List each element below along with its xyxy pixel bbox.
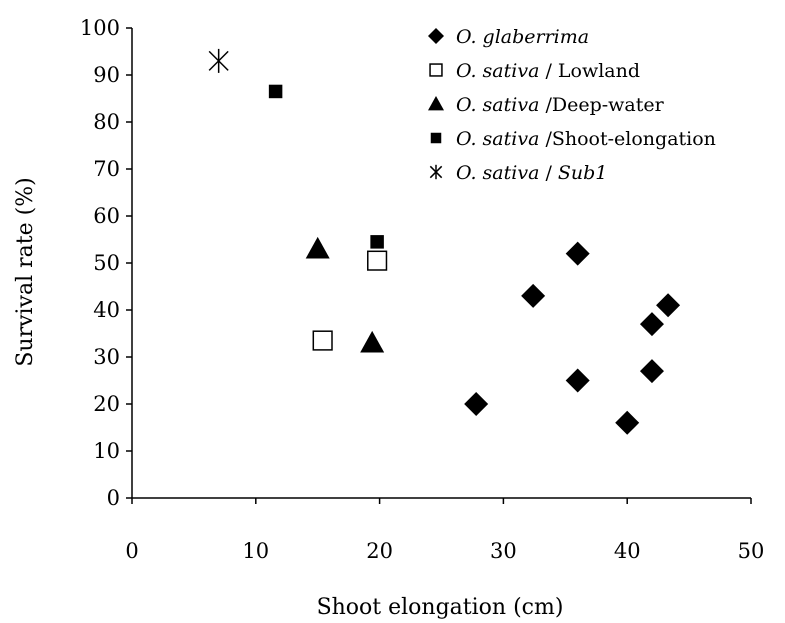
y-tick-label: 90: [93, 63, 120, 87]
data-point-diamond: [615, 410, 640, 435]
data-point-diamond: [639, 312, 664, 337]
legend-entry-label: O. glaberrima: [456, 26, 589, 48]
legend-marker-triangle: [428, 96, 444, 111]
data-point-diamond: [656, 293, 681, 318]
x-tick-label: 30: [490, 539, 517, 563]
legend-entry-label: O. sativa /Shoot-elongation: [456, 128, 716, 150]
x-tick-label: 50: [738, 539, 765, 563]
data-point-diamond: [464, 392, 489, 416]
data-point-triangle: [360, 330, 385, 353]
data-point-open-square: [312, 330, 333, 351]
x-tick-label: 0: [125, 539, 138, 563]
y-tick-label: 100: [80, 16, 120, 40]
legend-entry-label: O. sativa / Sub1: [456, 162, 607, 184]
legend-entry-label: O. sativa /Deep-water: [456, 94, 665, 116]
y-tick-label: 70: [93, 157, 120, 181]
data-points: [208, 48, 681, 435]
y-tick-label: 80: [93, 110, 120, 134]
legend: O. glaberrima O. sativa / Lowland O. sativ…: [428, 26, 716, 184]
data-point-filled-square: [268, 84, 283, 99]
y-axis-title: Survival rate (%): [13, 177, 38, 366]
data-point-diamond: [565, 241, 590, 266]
y-tick-label: 20: [93, 392, 120, 416]
data-point-diamond: [639, 359, 664, 384]
data-point-open-square: [367, 250, 388, 271]
legend-marker-asterisk: [429, 164, 443, 180]
y-axis-ticks: 0 10 20 30 40 50 60 70 80 90 100: [80, 16, 132, 510]
y-tick-label: 40: [93, 298, 120, 322]
legend-marker-diamond: [428, 28, 444, 44]
y-tick-label: 50: [93, 251, 120, 275]
x-tick-label: 10: [242, 539, 269, 563]
y-tick-label: 0: [107, 486, 120, 510]
data-point-filled-square: [370, 235, 384, 249]
x-tick-label: 40: [614, 539, 641, 563]
y-tick-label: 10: [93, 439, 120, 463]
x-axis-ticks: 0 10 20 30 40 50: [125, 498, 764, 563]
x-tick-label: 20: [366, 539, 393, 563]
legend-marker-filled-square: [430, 132, 442, 144]
y-tick-label: 60: [93, 204, 120, 228]
x-axis-title: Shoot elongation (cm): [317, 595, 564, 620]
data-point-diamond: [565, 368, 590, 393]
y-tick-label: 30: [93, 345, 120, 369]
legend-entry-label: O. sativa / Lowland: [456, 60, 640, 82]
data-point-triangle: [305, 236, 330, 259]
data-point-diamond: [521, 283, 546, 308]
legend-marker-open-square: [429, 63, 443, 77]
data-point-asterisk: [208, 48, 229, 73]
